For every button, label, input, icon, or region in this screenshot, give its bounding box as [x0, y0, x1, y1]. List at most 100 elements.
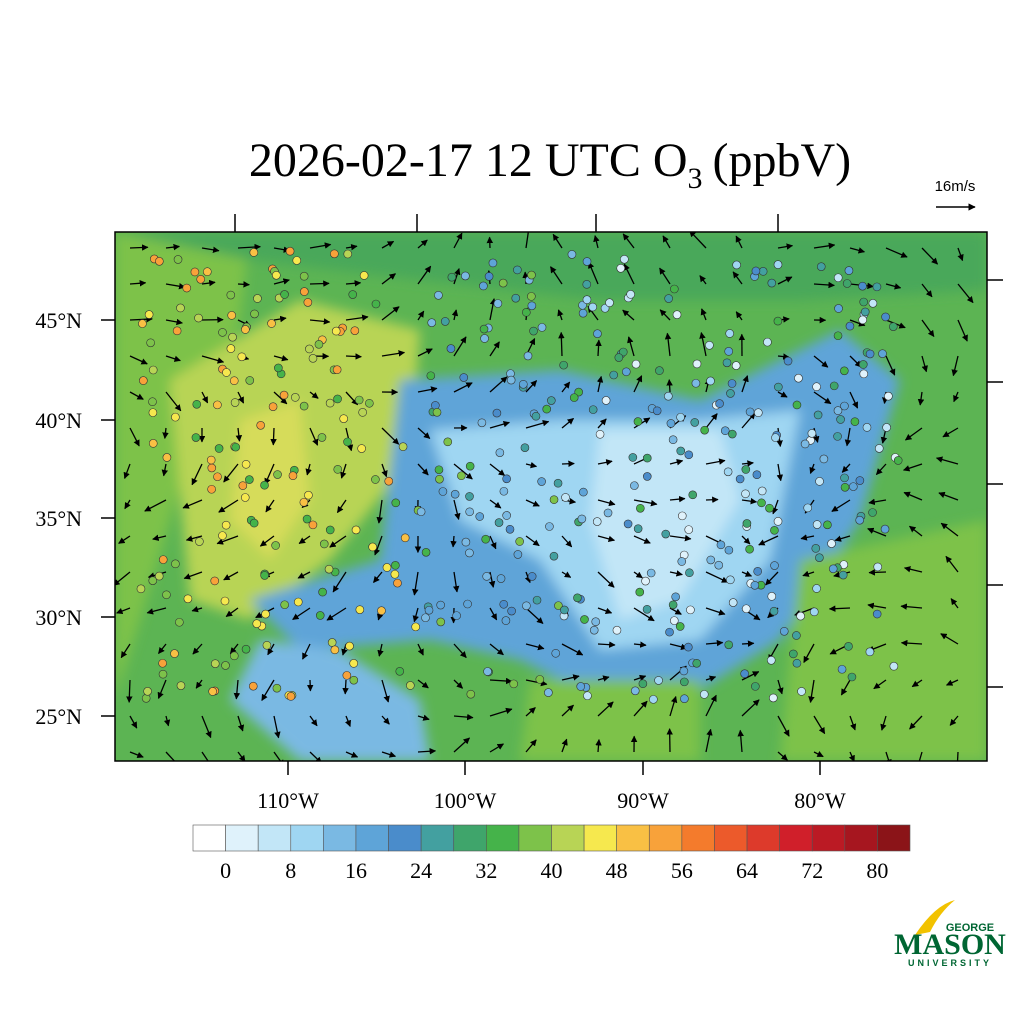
site-marker [616, 263, 626, 273]
site-marker [882, 423, 891, 432]
wind-arrow [345, 353, 362, 360]
wind-arrow [735, 311, 743, 321]
wind-arrow [561, 704, 574, 717]
site-marker [330, 249, 339, 259]
site-marker [537, 477, 546, 486]
site-marker [229, 651, 239, 661]
wind-arrow [129, 280, 147, 287]
site-marker [519, 379, 528, 389]
colorbar-label: 16 [345, 858, 367, 883]
colorbar-label: 24 [410, 858, 432, 883]
site-marker [618, 347, 628, 357]
colorbar-box [257, 824, 292, 852]
latitude-label: 30°N [35, 605, 82, 630]
site-marker [272, 270, 281, 280]
wind-arrow [633, 674, 647, 682]
wind-arrow [129, 315, 153, 323]
site-marker [213, 400, 222, 410]
site-marker [724, 640, 734, 650]
wind-arrow [412, 607, 419, 623]
site-marker [686, 605, 695, 615]
wind-arrow [451, 309, 459, 321]
site-marker [844, 266, 854, 275]
site-marker [176, 681, 186, 690]
site-marker [483, 667, 492, 676]
site-marker [605, 298, 614, 308]
colorbar-box [355, 824, 389, 852]
site-marker [633, 524, 643, 533]
site-marker [377, 606, 386, 616]
wind-arrow [633, 499, 658, 507]
site-marker [731, 361, 741, 370]
site-marker [773, 316, 783, 326]
site-marker [465, 461, 475, 471]
site-marker [773, 517, 783, 526]
colorbar-box [225, 824, 259, 852]
site-marker [249, 248, 259, 257]
site-marker [260, 480, 269, 490]
wind-arrow [662, 235, 671, 249]
wind-arrow [129, 751, 144, 759]
wind-arrow [849, 391, 859, 409]
site-marker [440, 317, 450, 326]
site-marker [881, 312, 890, 322]
wind-arrow [921, 319, 935, 338]
colorbar-box [388, 824, 422, 852]
site-marker [726, 389, 735, 398]
wind-arrow [771, 499, 779, 515]
site-marker [680, 694, 689, 704]
site-marker [139, 376, 148, 385]
site-marker [299, 497, 309, 507]
wind-arrow [489, 341, 500, 357]
site-marker [840, 401, 849, 411]
colorbar-box [290, 824, 324, 852]
wind-arrow [453, 713, 474, 721]
colorbar-box [323, 824, 357, 852]
site-marker [559, 360, 568, 370]
site-marker [753, 567, 762, 576]
site-marker [823, 520, 832, 530]
wind-arrow [921, 247, 938, 265]
site-marker [222, 368, 231, 377]
site-marker [769, 606, 779, 616]
site-marker [253, 294, 262, 303]
site-marker [537, 323, 547, 332]
site-marker [280, 290, 289, 299]
wind-arrow [525, 707, 536, 717]
site-marker [609, 370, 619, 380]
site-marker [434, 290, 443, 300]
site-marker [465, 492, 474, 501]
site-marker [421, 613, 430, 623]
site-marker [332, 365, 342, 375]
wind-arrow [622, 233, 635, 249]
wind-arrow [146, 607, 167, 615]
site-marker [812, 382, 821, 392]
site-marker [573, 593, 582, 603]
site-marker [162, 453, 172, 462]
colorbar-box [420, 824, 455, 852]
wind-arrow [597, 499, 616, 507]
site-marker [195, 537, 204, 546]
frame-ticks [101, 214, 1003, 775]
site-marker [492, 408, 502, 418]
wind-arrow [900, 639, 923, 647]
latitude-label: 35°N [35, 506, 82, 531]
site-marker [661, 529, 671, 539]
site-marker [732, 260, 741, 270]
site-marker [676, 412, 685, 422]
wind-arrow [705, 639, 724, 647]
wind-arrow [561, 643, 584, 656]
title-subscript: 3 [688, 162, 703, 195]
wind-arrow [705, 675, 717, 682]
wind-arrow [452, 571, 460, 593]
site-marker [692, 359, 702, 369]
wind-arrow [951, 355, 959, 377]
wind-arrow [309, 318, 331, 325]
site-marker [172, 326, 182, 336]
wind-arrow [903, 491, 923, 501]
wind-arrow [185, 535, 203, 542]
wind-arrow [118, 535, 131, 544]
site-marker [574, 387, 583, 397]
site-marker [638, 679, 648, 689]
colorbar-box [714, 824, 748, 852]
